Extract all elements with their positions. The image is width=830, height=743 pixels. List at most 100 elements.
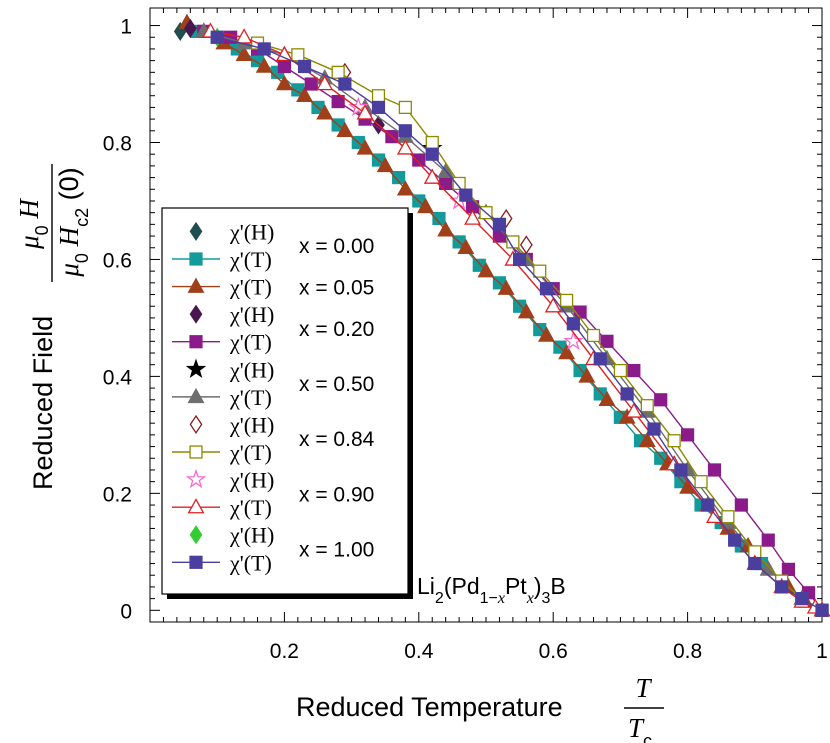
legend-entry-label: χ'(H) bbox=[229, 468, 274, 493]
y-axis-title-numerator-part: 0 bbox=[32, 225, 52, 235]
data-point bbox=[210, 30, 224, 44]
data-point bbox=[513, 252, 527, 267]
data-point bbox=[627, 363, 641, 378]
data-point bbox=[376, 156, 394, 173]
y-tick-label: 0.6 bbox=[103, 249, 132, 272]
data-point bbox=[667, 434, 681, 448]
data-point bbox=[371, 100, 386, 115]
x-tick-label: 0.6 bbox=[539, 640, 568, 663]
data-point bbox=[412, 153, 426, 167]
x-axis-title-denominator: Tc bbox=[628, 713, 652, 743]
data-point bbox=[701, 498, 715, 512]
data-point bbox=[681, 428, 695, 442]
data-point bbox=[338, 77, 352, 91]
annotation-part: Li bbox=[417, 573, 435, 599]
data-point bbox=[613, 363, 628, 378]
data-point bbox=[721, 510, 735, 524]
x-tick-label: 0.8 bbox=[673, 640, 702, 663]
annotation-part: Pt bbox=[505, 573, 527, 599]
legend-entry-label: χ'(T) bbox=[229, 495, 272, 520]
data-point bbox=[492, 217, 507, 231]
legend-group-label: x = 0.50 bbox=[299, 373, 374, 396]
x-axis-title-text: Reduced Temperature bbox=[296, 692, 563, 722]
data-point bbox=[519, 235, 533, 255]
legend-entry-label: χ'(T) bbox=[229, 440, 272, 465]
data-point bbox=[291, 48, 305, 62]
data-point bbox=[417, 197, 434, 214]
data-point bbox=[775, 580, 789, 594]
data-point bbox=[748, 556, 762, 571]
data-point bbox=[694, 475, 708, 489]
data-point bbox=[296, 86, 314, 102]
legend-marker bbox=[189, 304, 203, 324]
series-8 bbox=[250, 36, 829, 617]
annotation-part: ) bbox=[534, 573, 542, 599]
data-point bbox=[517, 303, 535, 319]
data-point bbox=[257, 42, 271, 56]
data-point bbox=[728, 533, 742, 547]
legend-marker bbox=[185, 358, 207, 378]
x-tick-label: 0.2 bbox=[270, 640, 299, 663]
legend-marker bbox=[189, 414, 203, 435]
data-point bbox=[620, 387, 634, 401]
data-point bbox=[638, 431, 656, 447]
data-point bbox=[423, 168, 441, 184]
data-point bbox=[452, 176, 466, 191]
annotation-part: 3 bbox=[541, 590, 550, 607]
compound-annotation: Li2(Pd1−xPtx)3B bbox=[417, 573, 566, 607]
data-point bbox=[640, 399, 654, 413]
legend-marker bbox=[187, 387, 205, 404]
y-tick-label: 0.2 bbox=[103, 483, 132, 506]
legend-entry-label: χ'(H) bbox=[229, 523, 274, 548]
legend-marker bbox=[189, 525, 203, 545]
y-axis-title-denominator-part: c2 bbox=[72, 208, 92, 227]
data-point bbox=[600, 334, 614, 348]
data-point bbox=[304, 77, 318, 91]
data-point bbox=[277, 59, 292, 74]
annotation-part: (Pd bbox=[444, 573, 480, 599]
y-axis-title-numerator-part: H bbox=[14, 198, 44, 226]
data-point bbox=[734, 498, 748, 512]
data-point bbox=[459, 188, 473, 202]
annotation-part: B bbox=[550, 573, 565, 599]
data-point bbox=[499, 208, 513, 229]
legend-marker bbox=[189, 555, 203, 569]
y-tick-label: 1 bbox=[120, 16, 132, 39]
data-point bbox=[336, 121, 354, 138]
data-point bbox=[275, 45, 293, 62]
legend-entry-label: χ'(T) bbox=[229, 385, 272, 410]
legend-marker bbox=[189, 335, 203, 349]
data-point bbox=[539, 282, 554, 296]
legend-group-label: x = 0.84 bbox=[299, 428, 375, 451]
legend-entry-label: χ'(H) bbox=[229, 302, 274, 327]
data-point bbox=[437, 221, 455, 237]
y-axis-title-numerator: μ0 H bbox=[14, 198, 52, 250]
data-point bbox=[533, 264, 547, 278]
legend: χ'(H)χ'(T)χ'(T)χ'(H)χ'(T)χ'(H)χ'(T)χ'(H)… bbox=[161, 207, 413, 599]
data-point bbox=[398, 100, 412, 115]
data-point bbox=[392, 170, 406, 185]
data-point bbox=[235, 45, 253, 62]
data-point bbox=[331, 94, 345, 109]
axes: 0.2 0.4 0.6 0.8 1 0 0.2 0.4 0.6 0.8 1 bbox=[103, 7, 828, 663]
data-point bbox=[497, 279, 515, 295]
data-point bbox=[356, 139, 374, 155]
data-point bbox=[593, 352, 607, 366]
data-point bbox=[558, 343, 576, 360]
legend-group-label: x = 0.00 bbox=[299, 235, 374, 258]
x-axis-title-numerator: T bbox=[635, 673, 652, 703]
legend-marker bbox=[185, 468, 207, 489]
series-line bbox=[217, 36, 823, 611]
data-point bbox=[815, 603, 829, 617]
data-point bbox=[625, 402, 643, 418]
data-point bbox=[356, 104, 374, 120]
data-point bbox=[544, 297, 562, 313]
plot-area bbox=[173, 13, 830, 617]
data-point bbox=[425, 147, 439, 161]
data-point bbox=[654, 393, 668, 407]
legend-entry-label: χ'(H) bbox=[229, 412, 274, 437]
data-point bbox=[761, 533, 775, 547]
legend-group-label: x = 0.90 bbox=[299, 483, 374, 506]
data-point bbox=[331, 65, 345, 79]
